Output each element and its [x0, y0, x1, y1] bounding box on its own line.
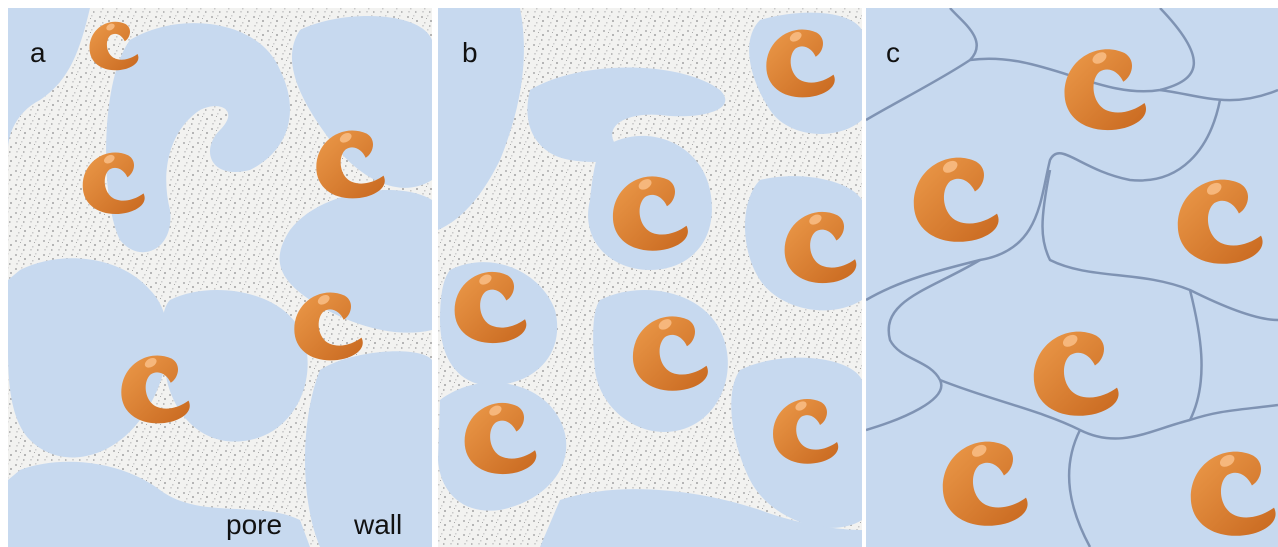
- panel-c: c: [866, 8, 1278, 547]
- panel-label: c: [886, 37, 900, 68]
- annotation: wall: [353, 509, 402, 540]
- page: a pore wall b: [0, 0, 1278, 547]
- annotation: pore: [226, 509, 282, 540]
- panel-label: a: [30, 37, 46, 68]
- panel-b: b: [438, 8, 862, 547]
- figure: a pore wall b: [0, 0, 1278, 547]
- panel-a: a pore wall: [8, 8, 432, 547]
- panel-label: b: [462, 37, 478, 68]
